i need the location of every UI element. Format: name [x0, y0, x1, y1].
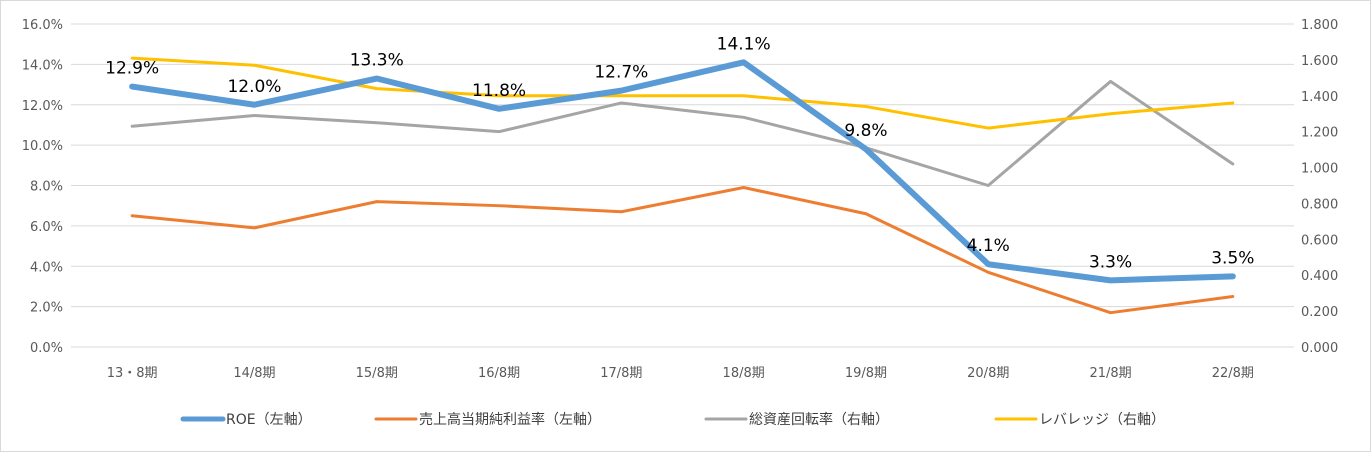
data-point — [253, 115, 255, 117]
data-point — [253, 227, 255, 229]
y-right-tick-label: 1.800 — [1301, 18, 1338, 33]
data-point — [743, 187, 745, 189]
x-tick-label: 14/8期 — [233, 366, 275, 381]
data-point — [131, 57, 133, 59]
y-left-tick-label: 12.0% — [22, 99, 63, 114]
data-point — [376, 78, 378, 80]
x-tick-label: 15/8期 — [356, 366, 398, 381]
legend-item-label: ROE（左軸） — [226, 412, 312, 428]
data-point — [743, 116, 745, 118]
data-point — [987, 127, 989, 129]
y-right-tick-label: 1.200 — [1301, 126, 1338, 141]
x-tick-label: 17/8期 — [600, 366, 642, 381]
data-point — [865, 106, 867, 108]
y-left-tick-label: 14.0% — [22, 58, 63, 73]
data-point — [1110, 113, 1112, 115]
data-label: 13.3% — [350, 51, 404, 71]
y-right-tick-label: 0.000 — [1301, 341, 1338, 356]
data-point — [131, 86, 133, 88]
data-point — [1232, 275, 1234, 277]
y-left-tick-label: 8.0% — [30, 180, 63, 195]
y-left-tick-label: 6.0% — [30, 220, 63, 235]
data-point — [620, 90, 622, 92]
data-point — [1232, 296, 1234, 298]
data-point — [865, 213, 867, 215]
y-right-tick-label: 0.200 — [1301, 305, 1338, 320]
data-point — [131, 215, 133, 217]
data-label: 12.7% — [594, 63, 648, 83]
data-point — [376, 122, 378, 124]
y-right-tick-label: 1.000 — [1301, 162, 1338, 177]
data-point — [1110, 312, 1112, 314]
y-right-tick-label: 0.800 — [1301, 197, 1338, 212]
y-right-tick-label: 0.600 — [1301, 233, 1338, 248]
series-line — [130, 56, 1235, 130]
series-line — [130, 79, 1235, 187]
legend-item-label: 総資産回転率（右軸） — [749, 411, 889, 428]
x-tick-label: 16/8期 — [478, 366, 520, 381]
series-line — [129, 59, 1236, 284]
data-point — [498, 95, 500, 97]
data-point — [376, 88, 378, 90]
data-point — [865, 148, 867, 150]
data-point — [498, 108, 500, 110]
x-tick-label: 21/8期 — [1089, 366, 1131, 381]
data-point — [987, 185, 989, 186]
data-point — [620, 95, 622, 97]
data-point — [620, 102, 622, 104]
legend-item-label: 売上高当期純利益率（左軸） — [419, 411, 601, 428]
data-point — [253, 104, 255, 106]
y-left-tick-label: 4.0% — [30, 260, 63, 275]
data-point — [743, 61, 745, 63]
data-point — [987, 271, 989, 273]
data-point — [1110, 80, 1112, 82]
y-left-tick-label: 10.0% — [22, 139, 63, 154]
data-point — [1232, 102, 1234, 104]
data-point — [131, 125, 133, 127]
data-point — [376, 201, 378, 203]
x-tick-label: 20/8期 — [967, 366, 1009, 381]
data-point — [1232, 163, 1234, 165]
data-label: 12.9% — [105, 59, 159, 79]
data-point — [743, 95, 745, 97]
series-line — [130, 186, 1235, 315]
data-point — [498, 205, 500, 207]
data-point — [253, 64, 255, 66]
data-label: 14.1% — [717, 34, 771, 54]
data-label: 3.5% — [1211, 248, 1254, 268]
data-point — [620, 211, 622, 213]
data-label: 3.3% — [1089, 252, 1132, 272]
y-left-tick-label: 2.0% — [30, 301, 63, 316]
y-right-tick-label: 1.400 — [1301, 90, 1338, 105]
y-right-tick-label: 1.600 — [1301, 54, 1338, 69]
x-tick-label: 22/8期 — [1212, 366, 1254, 381]
y-left-tick-label: 0.0% — [30, 341, 63, 356]
x-tick-label: 18/8期 — [723, 366, 765, 381]
legend-item-label: レバレッジ（右軸） — [1039, 412, 1165, 428]
data-label: 4.1% — [967, 236, 1010, 256]
y-right-tick-label: 0.400 — [1301, 269, 1338, 284]
data-label: 12.0% — [227, 77, 281, 97]
x-tick-label: 13・8期 — [107, 366, 158, 381]
data-point — [498, 131, 500, 133]
x-tick-label: 19/8期 — [845, 366, 887, 381]
data-point — [1110, 279, 1112, 281]
data-point — [987, 263, 989, 265]
data-label: 9.8% — [844, 121, 887, 141]
data-label: 11.8% — [472, 81, 526, 101]
y-left-tick-label: 16.0% — [22, 18, 63, 33]
